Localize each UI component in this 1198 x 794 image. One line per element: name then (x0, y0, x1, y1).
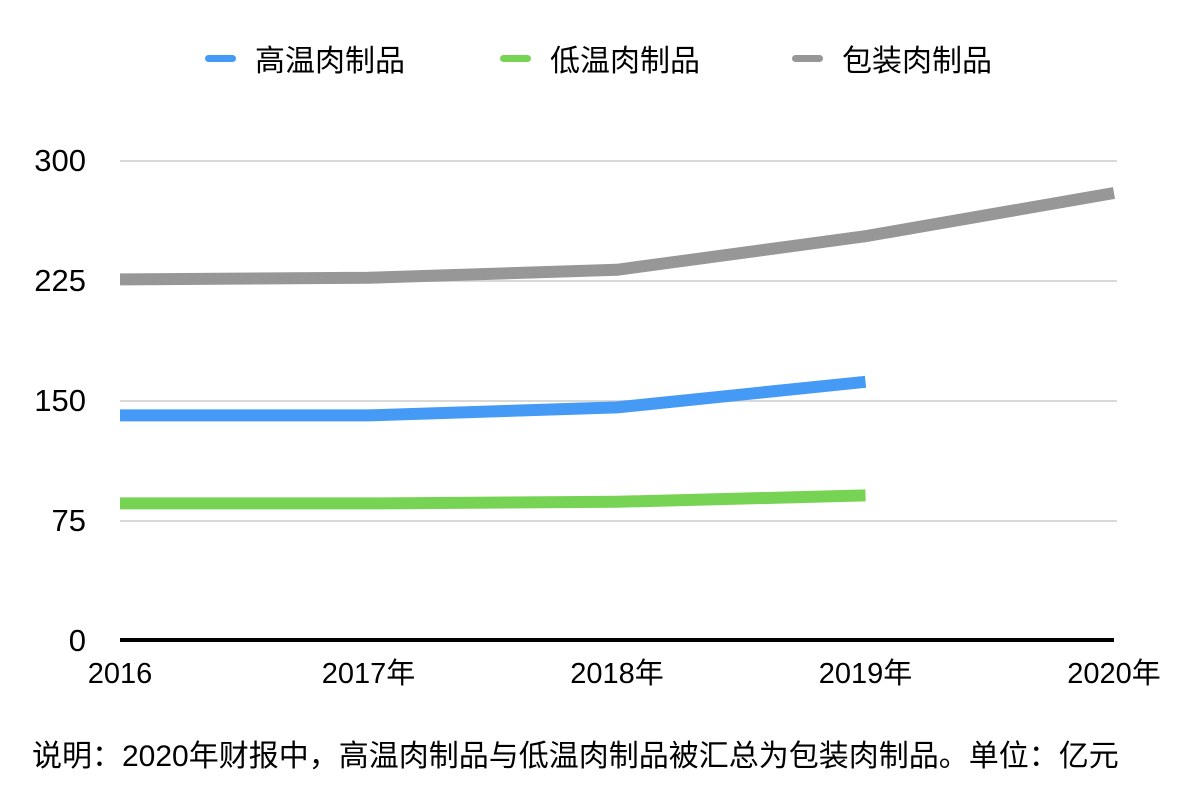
legend-marker-icon (792, 54, 823, 62)
y-tick-label-75: 75 (51, 503, 86, 538)
series-line-1 (120, 489, 866, 510)
legend-label: 低温肉制品 (550, 45, 700, 78)
series-line-2 (119, 187, 1116, 286)
x-tick-label-1: 2017年 (321, 658, 416, 690)
y-tick-label-300: 300 (34, 143, 86, 178)
y-tick-label-150: 150 (34, 383, 86, 418)
legend-label: 包装肉制品 (842, 45, 992, 78)
legend-item-1: 低温肉制品 (500, 40, 700, 78)
legend-item-0: 高温肉制品 (205, 40, 405, 78)
legend: 高温肉制品 低温肉制品 包装肉制品 (0, 0, 1198, 80)
x-tick-label-0: 2016 (87, 658, 153, 690)
x-tick-label-4: 2020年 (1067, 658, 1161, 690)
x-tick-label-2: 2018年 (570, 658, 664, 690)
legend-item-2: 包装肉制品 (792, 40, 992, 78)
legend-marker-icon (500, 54, 531, 62)
legend-marker-icon (205, 54, 236, 62)
y-tick-label-225: 225 (34, 263, 86, 298)
legend-label: 高温肉制品 (255, 45, 405, 78)
series-line-0 (120, 375, 867, 422)
chart-footnote: 说明：2020年财报中，高温肉制品与低温肉制品被汇总为包装肉制品。单位：亿元 (32, 740, 1119, 773)
y-tick-label-0: 0 (68, 623, 86, 658)
x-tick-label-3: 2019年 (818, 658, 913, 690)
